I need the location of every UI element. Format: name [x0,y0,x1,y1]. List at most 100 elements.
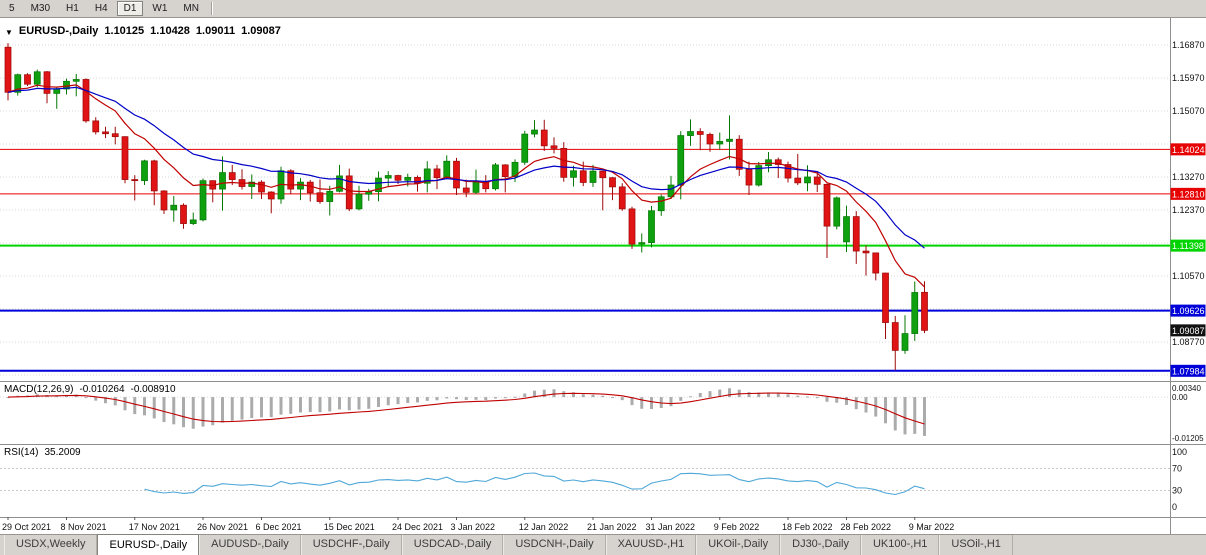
ma-line-21 [7,86,925,249]
macd-histogram-bar [113,397,117,406]
chart-tab-usdx-weekly[interactable]: USDX,Weekly [4,535,98,555]
candle-body [384,175,392,179]
timeframe-button-m30[interactable]: M30 [30,3,51,14]
rsi-axis-label: 100 [1172,447,1187,457]
candle-body [911,292,919,334]
candle-body [667,184,675,198]
candle-body [336,175,343,192]
rsi-axis-label: 0 [1172,502,1177,512]
macd-histogram-bar [201,397,205,427]
macd-histogram-bar [386,397,390,406]
price-axis[interactable] [1170,18,1206,534]
macd-histogram-bar [191,397,195,429]
macd-histogram-bar [162,397,166,423]
candle-body [726,138,733,142]
macd-histogram-bar [786,394,790,398]
toolbar-separator [210,2,212,15]
candle-body [589,170,597,183]
macd-histogram-bar [591,394,595,398]
chart-tab-usdchf-daily[interactable]: USDCHF-,Daily [300,535,402,555]
macd-histogram-bar [864,397,868,413]
time-axis-label: 31 Jan 2022 [646,522,696,532]
chart-area[interactable]: 1.16870 1.15970 1.15070 1.13270 1.12370 1.105… [0,18,1206,534]
rsi-axis-label: 70 [1172,464,1182,474]
time-axis-label: 24 Dec 2021 [392,522,443,532]
chart-tab-ukoil-daily[interactable]: UKOil-,Daily [696,535,781,555]
chart-tab-dj30-daily[interactable]: DJ30-,Daily [780,535,861,555]
macd-histogram-bar [562,391,566,398]
macd-histogram-bar [815,397,819,399]
price-level-badge-text: 1.11398 [1172,241,1204,251]
candle-body [696,131,704,135]
chart-canvas[interactable]: 1.16870 1.15970 1.15070 1.13270 1.12370 1.105… [0,18,1206,534]
macd-histogram-bar [747,392,751,398]
candle-body [677,135,685,186]
candle-body [735,138,743,170]
macd-histogram-bar [689,396,692,398]
price-axis-label: 1.08770 [1172,337,1205,347]
candle-body [531,129,538,135]
macd-histogram-bar [620,397,624,401]
candle-body [258,181,265,193]
price-axis-label: 1.12370 [1172,205,1205,215]
candle-body [570,170,577,178]
macd-histogram-bar [299,397,302,413]
timeframe-button-h1[interactable]: H1 [66,3,79,14]
timeframe-button-5[interactable]: 5 [9,3,15,14]
macd-histogram-bar [640,397,644,409]
time-axis-label: 9 Feb 2022 [714,522,760,532]
chart-tab-usoil-h1[interactable]: USOil-,H1 [939,535,1013,555]
candle-body [131,179,139,182]
candle-body [355,193,363,210]
macd-histogram-bar [211,397,215,426]
candle-body [901,333,909,351]
candle-body [921,291,928,331]
macd-histogram-bar [484,397,488,401]
macd-histogram-bar [513,396,517,398]
candle-body [579,170,587,183]
macd-histogram-bar [494,397,497,399]
time-axis[interactable] [0,517,1170,534]
candle-body [833,197,841,227]
candle-body [745,168,753,186]
candle-body [102,131,109,135]
candle-body [82,79,90,122]
timeframe-button-d1[interactable]: D1 [116,1,144,16]
candle-body [462,187,470,193]
candle-body [297,181,304,190]
timeframe-toolbar: 5 M30 H1 H4 D1 W1 MN [0,0,1206,18]
timeframe-button-w1[interactable]: W1 [152,3,168,14]
macd-histogram-bar [806,396,809,398]
candle-body [648,210,655,243]
chart-tab-uk100-h1[interactable]: UK100-,H1 [860,535,940,555]
chart-tab-xauusd-h1[interactable]: XAUUSD-,H1 [605,535,697,555]
candle-body [472,181,480,193]
candle-body [189,219,197,224]
macd-histogram-bar [396,397,400,405]
macd-histogram-bar [923,397,926,436]
candle-body [316,192,324,202]
chart-tab-usdcad-daily[interactable]: USDCAD-,Daily [401,535,504,555]
macd-histogram-bar [425,397,429,401]
chart-tab-audusd-daily[interactable]: AUDUSD-,Daily [199,535,301,555]
timeframe-button-mn[interactable]: MN [183,3,199,14]
timeframe-button-h4[interactable]: H4 [94,3,108,14]
candle-body [560,148,568,178]
candle-body [755,165,763,186]
time-axis-label: 26 Nov 2021 [197,522,248,532]
candle-body [550,145,558,149]
candle-body [628,208,636,245]
chart-tabs-bar: USDX,Weekly EURUSD-,Daily AUDUSD-,Daily USD… [0,534,1206,555]
price-level-badge [1170,304,1206,317]
rsi-axis-label: 30 [1172,486,1182,496]
chart-tab-usdcnh-daily[interactable]: USDCNH-,Daily [503,535,606,555]
candle-body [687,131,694,136]
chart-tab-eurusd-daily[interactable]: EURUSD-,Daily [97,534,200,555]
macd-histogram-bar [464,397,468,400]
macd-histogram-bar [133,397,137,415]
candle-body [599,170,607,179]
macd-histogram-bar [416,397,419,403]
time-axis-label: 21 Jan 2022 [587,522,637,532]
candle-body [453,160,460,189]
candle-body [784,164,792,179]
